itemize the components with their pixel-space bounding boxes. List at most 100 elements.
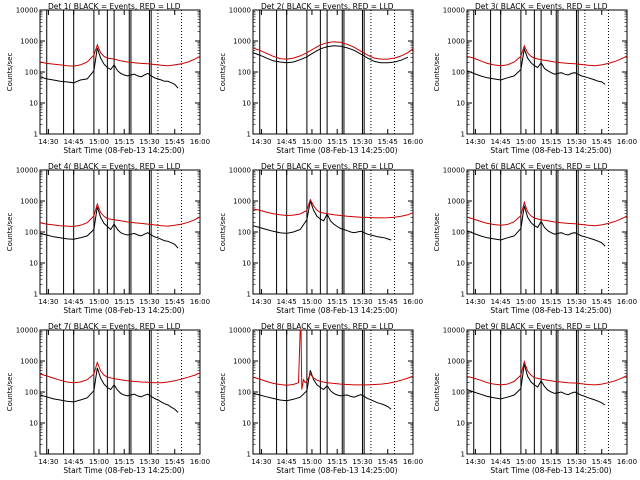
y-tick-label: 100 <box>25 389 38 397</box>
x-tick-label: 16:00 <box>617 138 637 146</box>
x-tick-label: 14:45 <box>491 138 511 146</box>
chart-panel-2: 1 10 100 1000 10000 14:30 14:45 15:00 15:15 15:30… <box>219 2 423 155</box>
y-tick-label: 1 <box>461 291 465 299</box>
y-tick-label: 100 <box>25 69 38 77</box>
y-tick-label: 100 <box>238 229 251 237</box>
x-tick-label: 16:00 <box>617 298 637 306</box>
y-tick-label: 1 <box>34 131 38 139</box>
x-tick-label: 15:00 <box>516 138 536 146</box>
events-series-line <box>39 206 179 249</box>
y-tick-label: 10 <box>456 420 465 428</box>
x-tick-label: 15:15 <box>327 458 347 466</box>
y-tick-label: 10 <box>29 100 38 108</box>
y-axis-label: Counts/sec <box>433 53 441 92</box>
y-tick-label: 100 <box>452 69 465 77</box>
y-tick-label: 10000 <box>16 167 38 175</box>
x-axis-label: Start Time (08-Feb-13 14:25:00) <box>490 466 611 475</box>
x-tick-label: 14:45 <box>277 298 297 306</box>
y-axis-label: Counts/sec <box>219 53 227 92</box>
chart-title: Det 8( BLACK = Events, RED = LLD <box>261 322 394 331</box>
chart-title: Det 5( BLACK = Events, RED = LLD <box>261 162 394 171</box>
y-tick-label: 10000 <box>229 7 251 15</box>
x-tick-label: 16:00 <box>190 298 210 306</box>
x-tick-label: 14:30 <box>251 138 271 146</box>
y-tick-label: 1 <box>461 451 465 459</box>
chart-title: Det 3( BLACK = Events, RED = LLD <box>475 2 608 11</box>
x-tick-label: 15:15 <box>114 138 134 146</box>
chart-title: Det 9( BLACK = Events, RED = LLD <box>475 322 608 331</box>
x-tick-label: 15:15 <box>327 298 347 306</box>
lld-series-line <box>252 329 414 390</box>
x-tick-label: 14:30 <box>465 138 485 146</box>
x-tick-label: 15:00 <box>89 298 109 306</box>
x-tick-label: 14:30 <box>251 298 271 306</box>
x-tick-label: 14:30 <box>465 458 485 466</box>
y-tick-label: 100 <box>25 229 38 237</box>
x-tick-label: 14:45 <box>277 458 297 466</box>
y-tick-label: 10 <box>242 100 251 108</box>
y-axis-label: Counts/sec <box>433 373 441 412</box>
x-tick-label: 15:30 <box>566 298 586 306</box>
y-tick-label: 1 <box>247 451 251 459</box>
chart-panel-3: 1 10 100 1000 10000 14:30 14:45 15:00 15:15 15:30… <box>433 2 637 155</box>
y-tick-label: 1 <box>461 131 465 139</box>
x-tick-label: 16:00 <box>190 458 210 466</box>
x-axis-label: Start Time (08-Feb-13 14:25:00) <box>276 146 397 155</box>
x-tick-label: 15:00 <box>302 138 322 146</box>
x-tick-label: 14:45 <box>277 138 297 146</box>
x-tick-label: 15:45 <box>592 138 612 146</box>
x-tick-label: 15:30 <box>352 298 372 306</box>
chart-title: Det 7( BLACK = Events, RED = LLD <box>48 322 181 331</box>
y-tick-label: 1000 <box>233 198 251 206</box>
chart-panel-6: 1 10 100 1000 10000 14:30 14:45 15:00 15:15 15:30… <box>433 162 637 315</box>
y-tick-label: 10000 <box>229 167 251 175</box>
x-tick-label: 15:45 <box>165 138 185 146</box>
x-tick-label: 15:15 <box>114 458 134 466</box>
events-series-line <box>466 363 606 406</box>
x-tick-label: 14:45 <box>64 138 84 146</box>
chart-panel-1: 1 10 100 1000 10000 14:30 14:45 15:00 15:15 15:30… <box>6 2 210 155</box>
lld-series-line <box>252 41 414 60</box>
chart-title: Det 2( BLACK = Events, RED = LLD <box>261 2 394 11</box>
x-tick-label: 16:00 <box>617 458 637 466</box>
x-tick-label: 15:45 <box>165 298 185 306</box>
y-tick-label: 10000 <box>16 7 38 15</box>
chart-panel-5: 1 10 100 1000 10000 14:30 14:45 15:00 15:15 15:30… <box>219 162 423 315</box>
x-tick-label: 15:15 <box>541 458 561 466</box>
x-tick-label: 15:00 <box>516 298 536 306</box>
y-axis-label: Counts/sec <box>6 213 14 252</box>
y-tick-label: 10 <box>29 420 38 428</box>
x-tick-label: 15:30 <box>139 298 159 306</box>
y-axis-label: Counts/sec <box>219 373 227 412</box>
chart-title: Det 1( BLACK = Events, RED = LLD <box>48 2 181 11</box>
x-tick-label: 14:30 <box>465 298 485 306</box>
events-series-line <box>252 370 392 410</box>
y-tick-label: 1000 <box>233 38 251 46</box>
y-axis-label: Counts/sec <box>219 213 227 252</box>
chart-panel-7: 1 10 100 1000 10000 14:30 14:45 15:00 15:15 15:30… <box>6 322 210 475</box>
x-tick-label: 15:30 <box>566 138 586 146</box>
x-tick-label: 14:30 <box>38 298 58 306</box>
lld-series-line <box>466 44 628 67</box>
y-tick-label: 1 <box>247 291 251 299</box>
x-tick-label: 15:15 <box>541 138 561 146</box>
y-tick-label: 1000 <box>20 198 38 206</box>
y-tick-label: 10 <box>29 260 38 268</box>
events-series-line <box>39 367 179 413</box>
x-tick-label: 14:30 <box>38 458 58 466</box>
chart-panel-9: 1 10 100 1000 10000 14:30 14:45 15:00 15:15 15:30… <box>433 322 637 475</box>
x-axis-label: Start Time (08-Feb-13 14:25:00) <box>490 306 611 315</box>
y-tick-label: 10000 <box>443 167 465 175</box>
x-tick-label: 16:00 <box>403 138 423 146</box>
x-tick-label: 15:30 <box>139 458 159 466</box>
x-tick-label: 15:30 <box>139 138 159 146</box>
y-tick-label: 1000 <box>447 198 465 206</box>
x-axis-label: Start Time (08-Feb-13 14:25:00) <box>276 306 397 315</box>
x-tick-label: 15:00 <box>516 458 536 466</box>
x-tick-label: 15:30 <box>352 138 372 146</box>
x-axis-label: Start Time (08-Feb-13 14:25:00) <box>490 146 611 155</box>
events-series-line <box>252 45 409 64</box>
y-tick-label: 1 <box>34 451 38 459</box>
y-tick-label: 10000 <box>16 327 38 335</box>
x-tick-label: 14:45 <box>491 458 511 466</box>
